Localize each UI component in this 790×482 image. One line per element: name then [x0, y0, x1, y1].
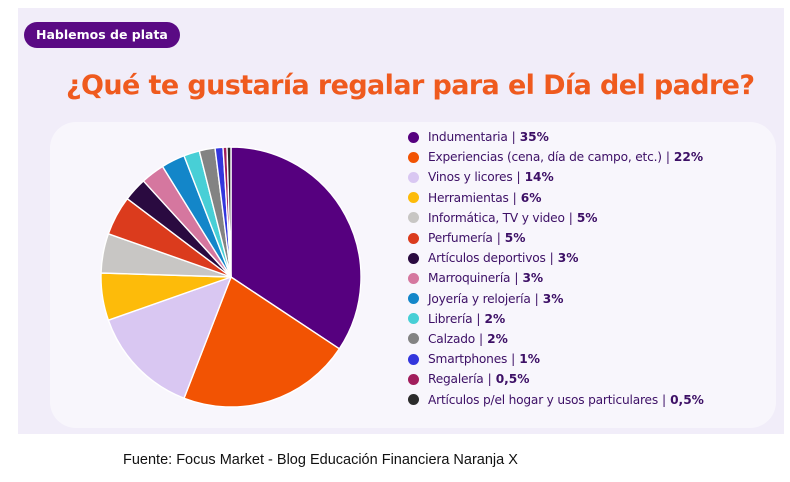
- legend-item: Smartphones | 1%: [408, 349, 763, 369]
- legend-swatch: [408, 131, 419, 143]
- legend-separator: |: [479, 331, 484, 346]
- legend-swatch: [408, 394, 419, 406]
- category-badge: Hablemos de plata: [24, 22, 180, 48]
- legend-separator: |: [534, 291, 539, 306]
- legend-swatch: [408, 272, 419, 284]
- legend-item: Librería | 2%: [408, 309, 763, 329]
- legend-value: 2%: [487, 331, 508, 346]
- legend-item: Experiencias (cena, día de campo, etc.) |…: [408, 147, 763, 167]
- chart-legend: Indumentaria | 35% Experiencias (cena, día …: [408, 127, 763, 410]
- legend-value: 3%: [522, 271, 544, 286]
- source-caption: Fuente: Focus Market - Blog Educación Fi…: [123, 452, 518, 468]
- legend-item: Indumentaria | 35%: [408, 127, 763, 147]
- legend-value: 1%: [519, 352, 540, 367]
- legend-separator: |: [511, 352, 516, 367]
- legend-swatch: [408, 212, 419, 224]
- legend-item: Marroquinería | 3%: [408, 268, 763, 288]
- legend-label: Herramientas: [428, 190, 509, 205]
- legend-separator: |: [512, 190, 517, 205]
- pie-slice-13: [226, 146, 232, 278]
- legend-label: Vinos y licores: [428, 170, 513, 185]
- legend-separator: |: [476, 311, 481, 326]
- legend-separator: |: [516, 170, 521, 185]
- legend-item: Informática, TV y video | 5%: [408, 208, 763, 228]
- legend-value: 35%: [519, 130, 549, 145]
- legend-label: Joyería y relojería: [428, 291, 531, 306]
- legend-separator: |: [487, 372, 492, 387]
- legend-swatch: [408, 373, 419, 385]
- legend-label: Perfumería: [428, 231, 493, 246]
- legend-label: Marroquinería: [428, 271, 511, 286]
- legend-value: 0,5%: [670, 392, 704, 407]
- legend-value: 0,5%: [495, 372, 530, 387]
- legend-separator: |: [549, 251, 554, 266]
- legend-swatch: [408, 333, 419, 345]
- pie-slice-2: [107, 276, 232, 399]
- legend-label: Calzado: [428, 331, 476, 346]
- legend-swatch: [408, 192, 419, 204]
- pie-slice-1: [183, 276, 341, 408]
- legend-label: Regalería: [428, 372, 484, 387]
- legend-item: Joyería y relojería | 3%: [408, 289, 763, 309]
- legend-value: 14%: [524, 170, 554, 185]
- chart-title: ¿Qué te gustaría regalar para el Día del…: [66, 70, 755, 101]
- legend-swatch: [408, 293, 419, 305]
- legend-value: 3%: [542, 291, 564, 306]
- legend-separator: |: [665, 150, 670, 165]
- legend-value: 5%: [576, 210, 598, 225]
- legend-label: Informática, TV y video: [428, 210, 565, 225]
- legend-label: Smartphones: [428, 352, 508, 367]
- legend-label: Experiencias (cena, día de campo, etc.): [428, 150, 662, 165]
- legend-swatch: [408, 151, 419, 163]
- legend-label: Librería: [428, 311, 473, 326]
- legend-swatch: [408, 353, 419, 365]
- legend-value: 5%: [504, 231, 526, 246]
- legend-separator: |: [514, 271, 519, 286]
- legend-separator: |: [661, 392, 667, 407]
- legend-item: Artículos deportivos | 3%: [408, 248, 763, 268]
- legend-label: Artículos deportivos: [428, 251, 546, 266]
- legend-label: Indumentaria: [428, 130, 508, 145]
- legend-item: Perfumería | 5%: [408, 228, 763, 248]
- legend-swatch: [408, 252, 419, 264]
- legend-item: Vinos y licores | 14%: [408, 167, 763, 187]
- legend-label: Artículos p/el hogar y usos particulares: [428, 392, 658, 407]
- legend-swatch: [408, 232, 419, 244]
- legend-separator: |: [511, 130, 516, 145]
- legend-item: Herramientas | 6%: [408, 188, 763, 208]
- legend-value: 3%: [557, 251, 579, 266]
- legend-value: 6%: [520, 190, 542, 205]
- legend-item: Regalería | 0,5%: [408, 369, 763, 389]
- legend-item: Artículos p/el hogar y usos particulares…: [408, 389, 763, 409]
- legend-value: 22%: [673, 150, 704, 165]
- legend-value: 2%: [484, 311, 506, 326]
- legend-separator: |: [496, 231, 501, 246]
- legend-item: Calzado | 2%: [408, 329, 763, 349]
- legend-swatch: [408, 313, 419, 325]
- pie-chart: [100, 146, 362, 408]
- legend-swatch: [408, 171, 419, 183]
- legend-separator: |: [568, 210, 573, 225]
